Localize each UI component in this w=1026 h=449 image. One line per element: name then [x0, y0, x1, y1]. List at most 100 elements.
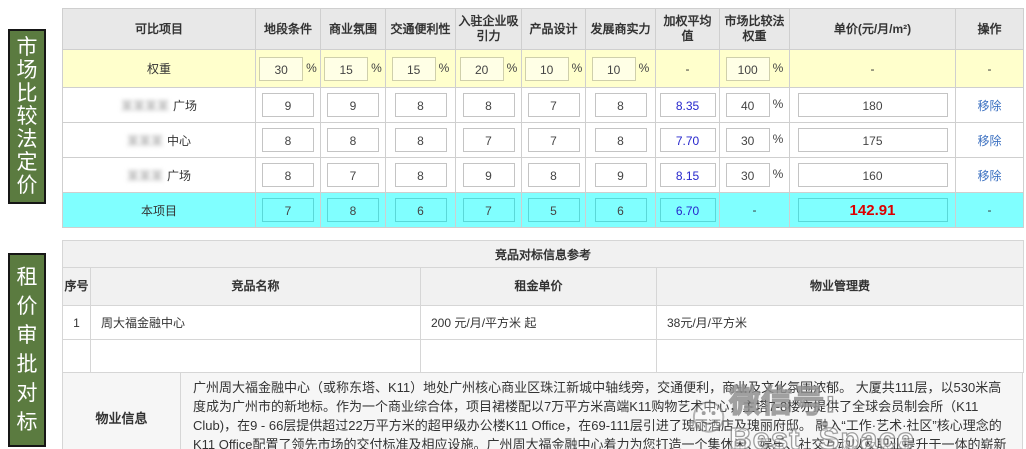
competitor-rent: 200 元/月/平方米 起: [420, 305, 657, 340]
competitor-name: 周大福金融中心: [90, 305, 421, 340]
score-input[interactable]: 6: [394, 198, 447, 222]
weight-input-design[interactable]: 10: [524, 56, 569, 81]
col-header-transport: 交通便利性: [385, 8, 456, 50]
weight-input-location[interactable]: 30: [259, 56, 304, 81]
property-info-section: 物业信息 广州周大福金融中心（或称东塔、K11）地处广州核心商业区珠江新城中轴线…: [62, 372, 1023, 449]
percent-sign: %: [772, 60, 784, 75]
competitor-table-title-row: 竞品对标信息参考: [61, 240, 1025, 268]
score-input[interactable]: 8: [394, 93, 447, 117]
final-unit-price: 142.91: [797, 198, 948, 222]
col-header-rent-price: 租金单价: [420, 267, 657, 306]
score-input[interactable]: 8: [327, 128, 379, 152]
comparable-name-suffix: 广场: [167, 168, 192, 183]
weight-input-attraction[interactable]: 20: [459, 56, 504, 81]
remove-link[interactable]: 移除: [977, 168, 1002, 183]
score-input[interactable]: 9: [462, 163, 515, 187]
unit-price-input[interactable]: 160: [797, 163, 948, 187]
comparable-row-2: 某某某 中心 8 8 8 7 7 8 7.70 30% 175 移除: [62, 122, 1024, 158]
remove-link[interactable]: 移除: [977, 98, 1002, 113]
score-input[interactable]: 8: [394, 128, 447, 152]
score-input[interactable]: 5: [527, 198, 580, 222]
score-input[interactable]: 7: [527, 128, 580, 152]
percent-sign: %: [638, 60, 650, 75]
weighted-average-value: 7.70: [659, 128, 716, 152]
self-project-label: 本项目: [62, 192, 256, 228]
col-header-design: 产品设计: [521, 8, 586, 50]
percent-sign: %: [772, 132, 784, 147]
score-input[interactable]: 9: [262, 93, 314, 117]
score-input[interactable]: 7: [262, 198, 314, 222]
redacted-name-text: 某某某某: [120, 98, 169, 113]
score-input[interactable]: 9: [594, 163, 647, 187]
property-info-label: 物业信息: [63, 373, 181, 449]
score-input[interactable]: 8: [327, 198, 379, 222]
weight-input-transport[interactable]: 15: [391, 56, 436, 81]
self-action-placeholder: -: [955, 192, 1024, 228]
competitor-no: 1: [62, 305, 91, 340]
col-header-attraction: 入驻企业吸引力: [455, 8, 522, 50]
comparable-name-suffix: 广场: [173, 98, 198, 113]
col-header-action: 操作: [955, 8, 1024, 50]
self-project-row: 本项目 7 8 6 7 5 6 6.70 - 142.91 -: [62, 192, 1024, 228]
percent-sign: %: [306, 60, 317, 75]
method-weight-input[interactable]: 40: [725, 93, 770, 117]
comparable-name: 某某某某 广场: [62, 87, 256, 123]
comparable-row-1: 某某某某 广场 9 9 8 8 7 8 8.35 40% 180 移除: [62, 87, 1024, 123]
score-input[interactable]: 8: [594, 128, 647, 152]
unit-price-input[interactable]: 180: [797, 93, 948, 117]
weight-row-action-placeholder: -: [955, 49, 1024, 88]
percent-sign: %: [571, 60, 583, 75]
weight-input-developer[interactable]: 10: [591, 56, 636, 81]
competitor-header-row: 序号 竞品名称 租金单价 物业管理费: [62, 267, 1025, 306]
score-input[interactable]: 8: [462, 93, 515, 117]
sidebar-label-market-comparison-pricing: 市场比较法定价: [8, 29, 46, 204]
score-input[interactable]: 7: [527, 93, 580, 117]
empty-cell: [62, 339, 91, 373]
col-header-weighted-avg: 加权平均值: [655, 8, 720, 50]
comparable-name: 某某某 中心: [62, 122, 256, 158]
property-info-text: 广州周大福金融中心（或称东塔、K11）地处广州核心商业区珠江新城中轴线旁，交通便…: [193, 380, 1007, 449]
competitor-table: 竞品对标信息参考 序号 竞品名称 租金单价 物业管理费 1 周大福金融中心 20…: [61, 240, 1025, 373]
empty-cell: [655, 339, 1025, 373]
score-input[interactable]: 9: [327, 93, 379, 117]
weight-row-label: 权重: [62, 49, 256, 88]
unit-price-input[interactable]: 175: [797, 128, 948, 152]
method-weight-input[interactable]: 30: [725, 163, 770, 187]
col-header-no: 序号: [62, 267, 91, 306]
method-weight-total-input[interactable]: 100: [725, 56, 770, 81]
comparable-name-suffix: 中心: [167, 133, 192, 148]
method-weight-input[interactable]: 30: [725, 128, 770, 152]
self-method-weight-placeholder: -: [719, 192, 790, 228]
competitor-row-empty: [62, 339, 1025, 373]
weight-row-price-placeholder: -: [789, 49, 956, 88]
weighted-average-value: 6.70: [659, 198, 716, 222]
percent-sign: %: [772, 97, 784, 112]
competitor-table-title: 竞品对标信息参考: [61, 240, 1025, 268]
empty-cell: [420, 339, 657, 373]
comparable-name: 某某某 广场: [62, 157, 256, 193]
score-input[interactable]: 7: [327, 163, 379, 187]
weighted-average-value: 8.35: [659, 93, 716, 117]
score-input[interactable]: 8: [594, 93, 647, 117]
score-input[interactable]: 8: [394, 163, 447, 187]
col-header-method-weight: 市场比较法权重: [719, 8, 790, 50]
empty-cell: [90, 339, 421, 373]
score-input[interactable]: 8: [262, 128, 314, 152]
weight-row: 权重 30% 15% 15% 20% 10% 10% - 100% - -: [62, 49, 1024, 88]
comparable-row-3: 某某某 广场 8 7 8 9 8 9 8.15 30% 160 移除: [62, 157, 1024, 193]
score-input[interactable]: 8: [527, 163, 580, 187]
competitor-fee: 38元/月/平方米: [655, 305, 1025, 340]
col-header-developer: 发展商实力: [585, 8, 656, 50]
score-input[interactable]: 8: [262, 163, 314, 187]
remove-link[interactable]: 移除: [977, 133, 1002, 148]
weighted-average-value: 8.15: [659, 163, 716, 187]
score-input[interactable]: 6: [594, 198, 647, 222]
score-input[interactable]: 7: [462, 198, 515, 222]
weight-input-business[interactable]: 15: [324, 56, 369, 81]
col-header-unit-price: 单价(元/月/m²): [789, 8, 956, 50]
competitor-row-1: 1 周大福金融中心 200 元/月/平方米 起 38元/月/平方米: [62, 305, 1025, 340]
col-header-business: 商业氛围: [320, 8, 386, 50]
percent-sign: %: [772, 167, 784, 182]
score-input[interactable]: 7: [462, 128, 515, 152]
